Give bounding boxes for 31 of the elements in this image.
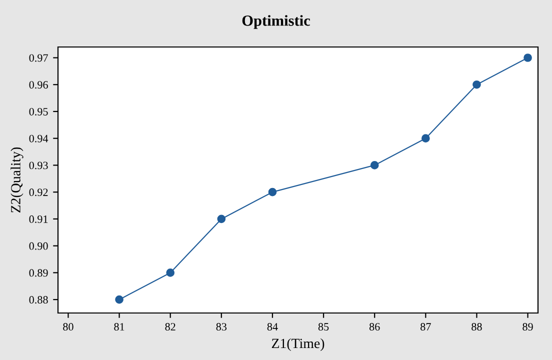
y-tick-label: 0.95 [29, 108, 48, 116]
point [472, 80, 481, 89]
x-tick-label: 88 [472, 323, 482, 331]
x-tick-label: 86 [369, 323, 380, 331]
point [524, 54, 532, 62]
y-tick-label: 0.94 [29, 134, 48, 142]
y-tick-label: 0.96 [29, 81, 48, 89]
x-tick-label: 83 [216, 323, 227, 331]
y-tick-label: 0.93 [29, 162, 48, 170]
y-tick-label: 0.92 [29, 188, 48, 196]
x-tick-label: 89 [522, 323, 533, 331]
x-tick-label: 84 [267, 323, 278, 331]
point [115, 295, 124, 304]
point [217, 214, 226, 224]
y-tick-label: 0.90 [29, 242, 48, 250]
x-axis-title: Z1(Time) [272, 338, 324, 351]
x-tick-label: 80 [63, 323, 74, 331]
y-tick-label: 0.89 [29, 269, 48, 277]
chart-title: Optimistic [242, 15, 310, 29]
y-tick-label: 0.91 [29, 215, 48, 223]
x-tick-label: 82 [165, 323, 176, 331]
y-axis-title: Z2(Quality) [10, 147, 24, 213]
y-tick-label: 0.88 [29, 296, 48, 304]
y-tick-label: 0.97 [29, 54, 48, 62]
point [421, 134, 430, 143]
x-tick-label: 85 [318, 323, 329, 331]
point [268, 188, 277, 196]
x-tick-label: 87 [420, 323, 431, 331]
point [166, 268, 175, 277]
point [370, 161, 379, 170]
x-tick-label: 81 [114, 323, 124, 331]
